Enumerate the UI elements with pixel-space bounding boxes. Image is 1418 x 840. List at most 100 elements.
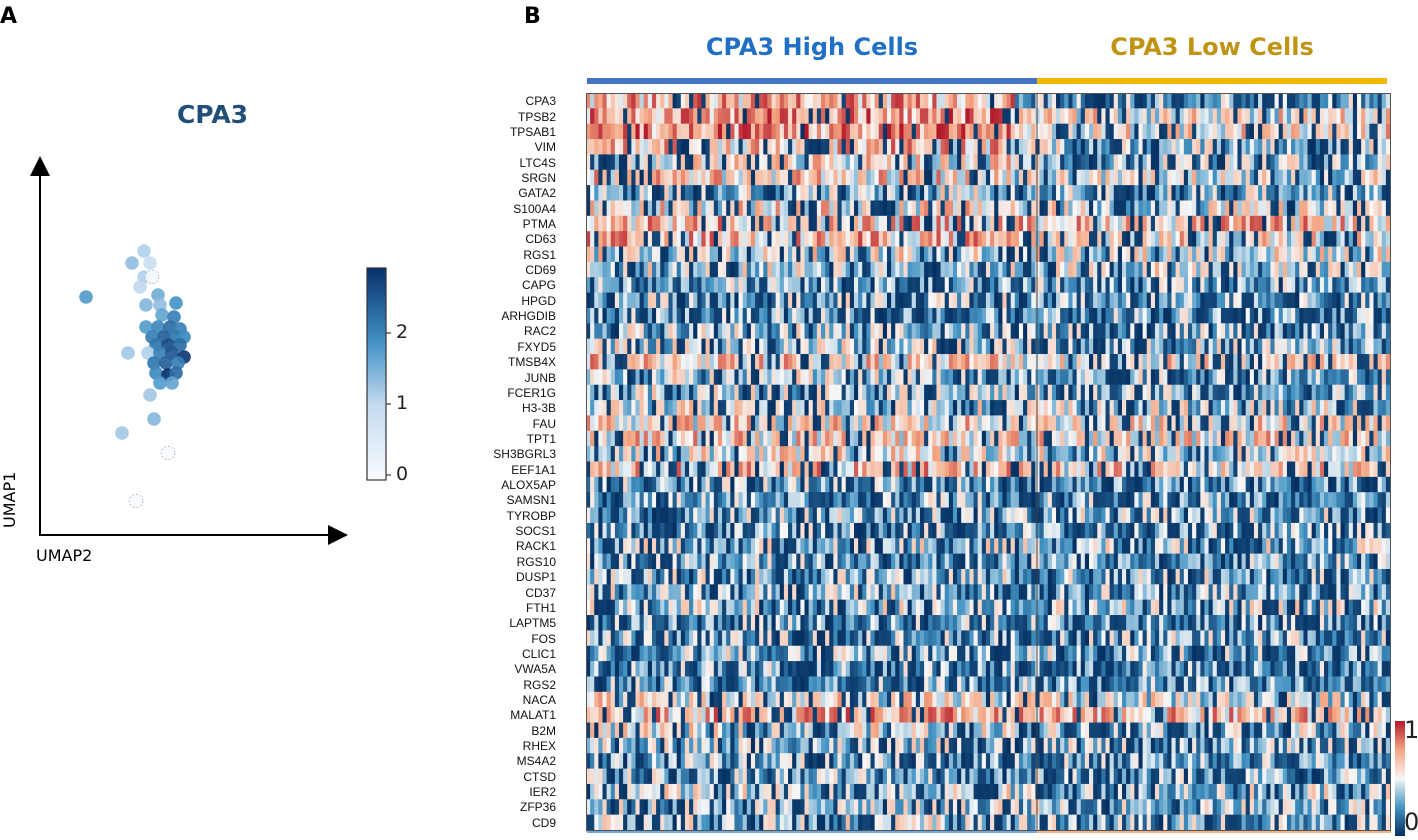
- heatmap-cell: [854, 384, 859, 401]
- heatmap-cell: [1109, 307, 1115, 324]
- heatmap-cell: [866, 277, 872, 294]
- heatmap-cell: [973, 430, 979, 447]
- heatmap-cell: [1122, 200, 1127, 217]
- heatmap-cell: [1373, 446, 1379, 463]
- heatmap-cell: [1146, 200, 1152, 217]
- heatmap-cell: [1130, 415, 1135, 432]
- heatmap-cell: [1385, 384, 1391, 401]
- heatmap-cell: [895, 154, 900, 171]
- heatmap-cell: [1307, 108, 1313, 125]
- heatmap-cell: [1220, 277, 1226, 294]
- heatmap-cell: [631, 261, 637, 278]
- heatmap-cell: [1171, 123, 1177, 140]
- heatmap-cell: [911, 323, 917, 340]
- heatmap-cell: [886, 108, 892, 125]
- heatmap-cell: [1138, 307, 1144, 324]
- heatmap-cell: [1039, 123, 1045, 140]
- heatmap-cell: [891, 215, 896, 232]
- heatmap-cell: [1080, 354, 1086, 370]
- heatmap-cell: [1056, 430, 1061, 447]
- heatmap-cell: [911, 246, 917, 263]
- heatmap-cell: [1192, 215, 1197, 232]
- heatmap-cell: [919, 292, 925, 309]
- heatmap-cell: [985, 169, 991, 186]
- heatmap-cell: [936, 215, 942, 232]
- heatmap-cell: [1171, 215, 1177, 232]
- heatmap-cell: [598, 277, 604, 294]
- heatmap-cell: [614, 354, 620, 370]
- heatmap-cell: [1258, 108, 1263, 125]
- heatmap-cell: [965, 430, 971, 447]
- heatmap-cell: [1344, 169, 1350, 186]
- heatmap-cell: [915, 307, 921, 324]
- umap-xlabel: UMAP2: [36, 546, 93, 565]
- heatmap-cell: [1385, 185, 1391, 202]
- heatmap-cell: [1274, 400, 1280, 417]
- heatmap-cell: [899, 93, 905, 109]
- heatmap-cell: [1307, 400, 1313, 417]
- heatmap-cell: [730, 400, 736, 417]
- heatmap-cell: [1175, 154, 1181, 171]
- heatmap-cell: [1291, 246, 1296, 263]
- heatmap-cell: [1117, 292, 1123, 309]
- heatmap-cell: [1093, 338, 1098, 355]
- heatmap-cell: [1307, 384, 1313, 401]
- heatmap-cell: [907, 154, 913, 171]
- heatmap-cell: [1208, 154, 1214, 171]
- heatmap-cell: [1357, 277, 1362, 294]
- heatmap-cell: [940, 200, 946, 217]
- heatmap-cell: [676, 139, 682, 156]
- heatmap-cell: [1229, 384, 1234, 401]
- heatmap-cell: [1311, 277, 1317, 294]
- heatmap-cell: [1159, 261, 1164, 278]
- heatmap-cell: [631, 400, 637, 417]
- heatmap-cell: [870, 430, 876, 447]
- heatmap-cell: [1113, 446, 1119, 463]
- heatmap-cell: [837, 307, 843, 324]
- heatmap-cell: [1047, 185, 1053, 202]
- heatmap-cell: [1377, 169, 1383, 186]
- heatmap-cell: [1319, 446, 1325, 463]
- heatmap-cell: [911, 108, 917, 125]
- heatmap-cell: [1109, 384, 1115, 401]
- heatmap-cell: [1043, 108, 1049, 125]
- heatmap-cell: [783, 185, 789, 202]
- heatmap-cell: [1299, 384, 1305, 401]
- heatmap-cell: [1385, 154, 1391, 171]
- heatmap-cell: [668, 354, 674, 370]
- heatmap-cell: [1175, 446, 1181, 463]
- heatmap-cell: [1233, 169, 1239, 186]
- heatmap-cell: [1175, 246, 1181, 263]
- heatmap-cell: [1051, 338, 1057, 355]
- heatmap-cell: [1340, 261, 1346, 278]
- heatmap-cell: [717, 231, 723, 248]
- heatmap-cell: [1134, 200, 1140, 217]
- heatmap-cell: [680, 446, 686, 463]
- heatmap-cell: [676, 185, 682, 202]
- heatmap-cell: [990, 338, 995, 355]
- heatmap-cell: [1027, 215, 1032, 232]
- heatmap-cell: [903, 139, 909, 156]
- heatmap-cell: [1047, 354, 1053, 370]
- heatmap-cell: [1171, 154, 1177, 171]
- heatmap-cell: [1175, 323, 1181, 340]
- heatmap-cell: [1138, 292, 1144, 309]
- heatmap-cell: [1237, 354, 1243, 370]
- heatmap-cell: [1080, 369, 1086, 386]
- heatmap-cell: [1035, 215, 1041, 232]
- heatmap-cell: [701, 200, 707, 217]
- heatmap-cell: [1126, 277, 1131, 294]
- heatmap-cell: [1278, 323, 1284, 340]
- heatmap-cell: [1253, 307, 1259, 324]
- heatmap-cell: [874, 461, 880, 478]
- heatmap-cell: [965, 139, 971, 156]
- heatmap-cell: [1274, 384, 1280, 401]
- heatmap-cell: [1266, 185, 1272, 202]
- heatmap-cell: [969, 169, 975, 186]
- heatmap-cell: [1204, 123, 1210, 140]
- heatmap-cell: [1340, 231, 1346, 248]
- heatmap-cell: [990, 446, 995, 463]
- heatmap-cell: [800, 369, 806, 386]
- heatmap-cell: [656, 415, 661, 432]
- heatmap-cell: [767, 139, 773, 156]
